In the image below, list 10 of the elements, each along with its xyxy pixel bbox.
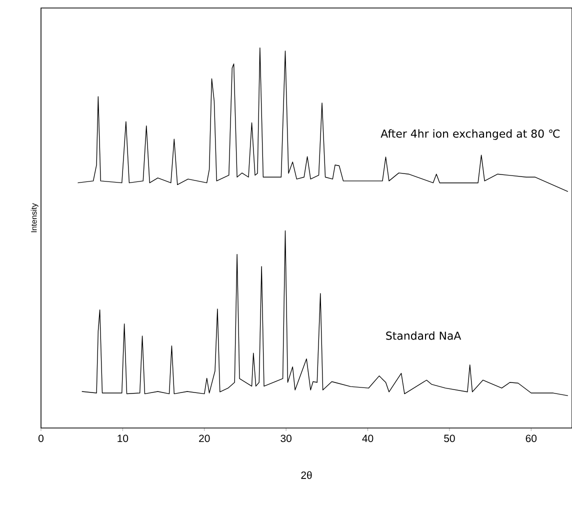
x-tick-label: 50: [444, 434, 455, 442]
x-tick-label: 40: [362, 434, 374, 442]
x-tick-label: 0: [38, 434, 44, 442]
x-tick-label: 60: [526, 434, 537, 442]
text: Standard NaA: [386, 331, 462, 340]
x-axis-title: 2θ: [301, 471, 312, 479]
x-tick-label: 10: [118, 434, 128, 442]
x-tick-label: 30: [280, 434, 292, 442]
series-label: After 4hr ion exchanged at 80 ℃: [380, 129, 560, 140]
x-tick-label: 20: [199, 434, 210, 442]
